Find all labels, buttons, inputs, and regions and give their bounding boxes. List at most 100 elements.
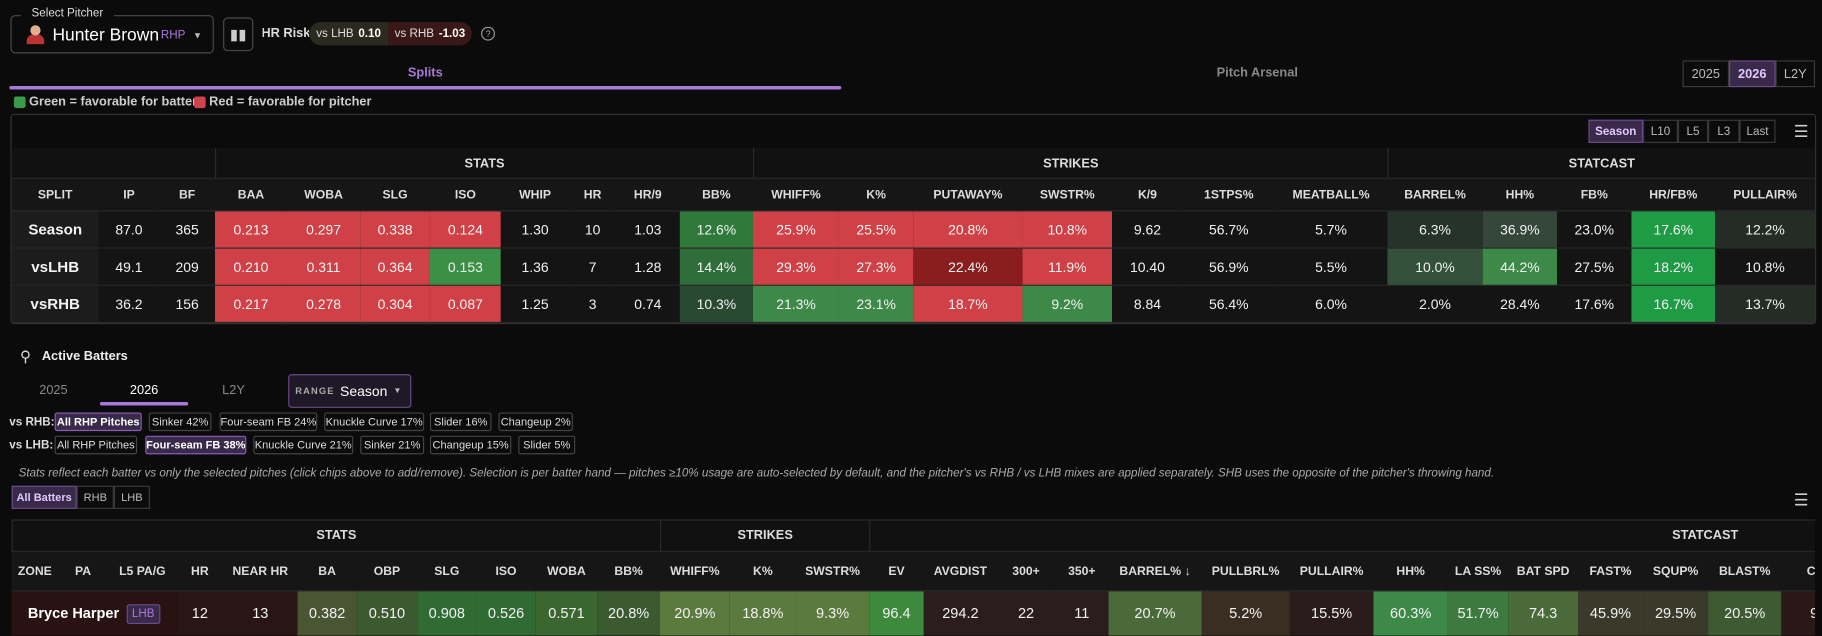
column-header: BAT SPD — [1508, 551, 1578, 592]
segment-button[interactable]: L10 — [1643, 119, 1678, 143]
hr-risk-side: vs LHB — [316, 27, 354, 41]
table-cell: 0.213 — [214, 211, 288, 249]
column-header: PULLAIR% — [1289, 551, 1374, 592]
pitch-chip[interactable]: Sinker 42% — [148, 412, 212, 432]
group-header: STATS — [11, 519, 660, 552]
pitch-chip[interactable]: Knuckle Curve 17% — [324, 412, 425, 432]
year-tab[interactable]: 2026 — [129, 383, 159, 398]
column-header: WOBA — [535, 551, 598, 592]
table-cell: 14.4% — [679, 248, 753, 286]
group-header: STRIKES — [660, 519, 869, 552]
table-cell: 20.7% — [1108, 591, 1202, 636]
batter-hand: LHB — [126, 603, 161, 624]
pitch-chip[interactable]: Four-seam FB 24% — [219, 412, 318, 432]
column-header: ISO — [476, 551, 536, 592]
column-header: BARREL% — [1387, 178, 1483, 212]
column-header: HR — [569, 178, 616, 212]
pitch-chip[interactable]: Slider 16% — [429, 412, 492, 432]
pitch-chip[interactable]: All RHP Pitches — [54, 435, 138, 455]
year-tab[interactable]: 2025 — [39, 383, 68, 398]
table-cell: 0.571 — [535, 591, 598, 636]
table-cell: 28.4% — [1482, 285, 1558, 324]
table-cell: 18.8% — [729, 591, 796, 636]
column-header: BLAST% — [1708, 551, 1782, 592]
column-header: HR/FB% — [1631, 178, 1716, 212]
column-header: HH% — [1373, 551, 1448, 592]
select-label: Select Pitcher — [20, 4, 114, 21]
table-cell: 209 — [159, 248, 215, 286]
segment-button[interactable]: L3 — [1708, 119, 1740, 143]
pitch-chip[interactable]: Changeup 2% — [498, 412, 573, 432]
segment-button[interactable]: RHB — [76, 485, 114, 509]
pitch-chip[interactable]: All RHP Pitches — [54, 412, 142, 432]
settings-icon[interactable]: ☰ — [1793, 121, 1809, 141]
table-cell: 0.153 — [429, 248, 501, 286]
table-cell: 2.0% — [1387, 285, 1483, 324]
column-header: HH% — [1482, 178, 1558, 212]
group-header: STATCAST — [1387, 147, 1815, 179]
year-tab[interactable]: L2Y — [222, 383, 245, 398]
table-cell: 49.1 — [98, 248, 160, 286]
hr-risk-value: 0.10 — [358, 27, 381, 41]
column-header: SPLIT — [11, 178, 99, 212]
tab[interactable]: Splits — [407, 66, 443, 81]
column-header: WHIP — [500, 178, 570, 212]
column-header: HR/9 — [615, 178, 680, 212]
filter-label: vs RHB: — [9, 415, 55, 429]
table-cell: 10.8% — [1022, 211, 1113, 249]
group-header-row — [11, 147, 1816, 179]
pitch-chip[interactable]: Sinker 21% — [360, 435, 425, 455]
column-header: WHIFF% — [752, 178, 839, 212]
table-cell: 1.03 — [615, 211, 680, 249]
table-cell: 20.9% — [660, 591, 730, 636]
segment-button[interactable]: LHB — [113, 485, 150, 509]
column-header: NEAR HR — [223, 551, 298, 592]
tab-underline — [99, 402, 189, 406]
table-cell: 5.5% — [1274, 248, 1388, 286]
table-cell: 9.3% — [795, 591, 870, 636]
segment-button[interactable]: L2Y — [1775, 60, 1816, 88]
column-header: SLG — [360, 178, 430, 212]
table-cell: 51.7% — [1447, 591, 1509, 636]
column-header: K/9 — [1112, 178, 1183, 212]
tab-underline — [9, 85, 842, 90]
table-cell: 10.3% — [679, 285, 753, 324]
table-cell: 36.9% — [1482, 211, 1558, 249]
table-cell: 0.311 — [287, 248, 361, 286]
pitch-chip[interactable]: Changeup 15% — [429, 435, 512, 455]
table-cell: 16.7% — [1631, 285, 1716, 324]
segment-button[interactable]: Last — [1739, 119, 1776, 143]
table-cell: 29.3% — [752, 248, 839, 286]
table-cell: 1.30 — [500, 211, 570, 249]
hr-risk-value: -1.03 — [438, 27, 466, 41]
segment-button[interactable]: Season — [1588, 119, 1644, 143]
column-header: WHIFF% — [660, 551, 730, 592]
legend-text: Green = favorable for batter — [29, 95, 198, 110]
table-cell: 3 — [569, 285, 616, 324]
pitch-chip[interactable]: Knuckle Curve 21% — [253, 435, 354, 455]
segment-button[interactable]: 2026 — [1729, 60, 1776, 88]
column-header: ISO — [429, 178, 501, 212]
pitch-chip[interactable]: Slider 5% — [518, 435, 576, 455]
table-cell: 10.0% — [1387, 248, 1483, 286]
range-select[interactable] — [288, 374, 412, 408]
table-cell: 0.908 — [417, 591, 477, 636]
table-cell: 5.2% — [1201, 591, 1290, 636]
tab[interactable]: Pitch Arsenal — [1216, 66, 1298, 81]
batter-name[interactable]: Bryce Harper — [27, 605, 120, 622]
batter-icon: ⚲ — [20, 347, 32, 365]
table-cell: 23.1% — [838, 285, 914, 324]
segment-button[interactable]: All Batters — [11, 485, 77, 509]
table-cell: 13 — [223, 591, 298, 636]
pitch-chip[interactable]: Four-seam FB 38% — [145, 435, 247, 455]
segment-button[interactable]: L5 — [1677, 119, 1709, 143]
table-cell: 0.364 — [360, 248, 430, 286]
segment-button[interactable]: 2025 — [1682, 60, 1730, 88]
chart-button[interactable]: ▮▮ — [223, 17, 254, 52]
settings-icon[interactable]: ☰ — [1793, 489, 1809, 509]
column-header: PUTAWAY% — [913, 178, 1023, 212]
table-cell: 87.0 — [98, 211, 160, 249]
column-header: BA — [297, 551, 357, 592]
group-header: STATCAST — [869, 519, 1815, 552]
table-cell: 27.3% — [838, 248, 914, 286]
